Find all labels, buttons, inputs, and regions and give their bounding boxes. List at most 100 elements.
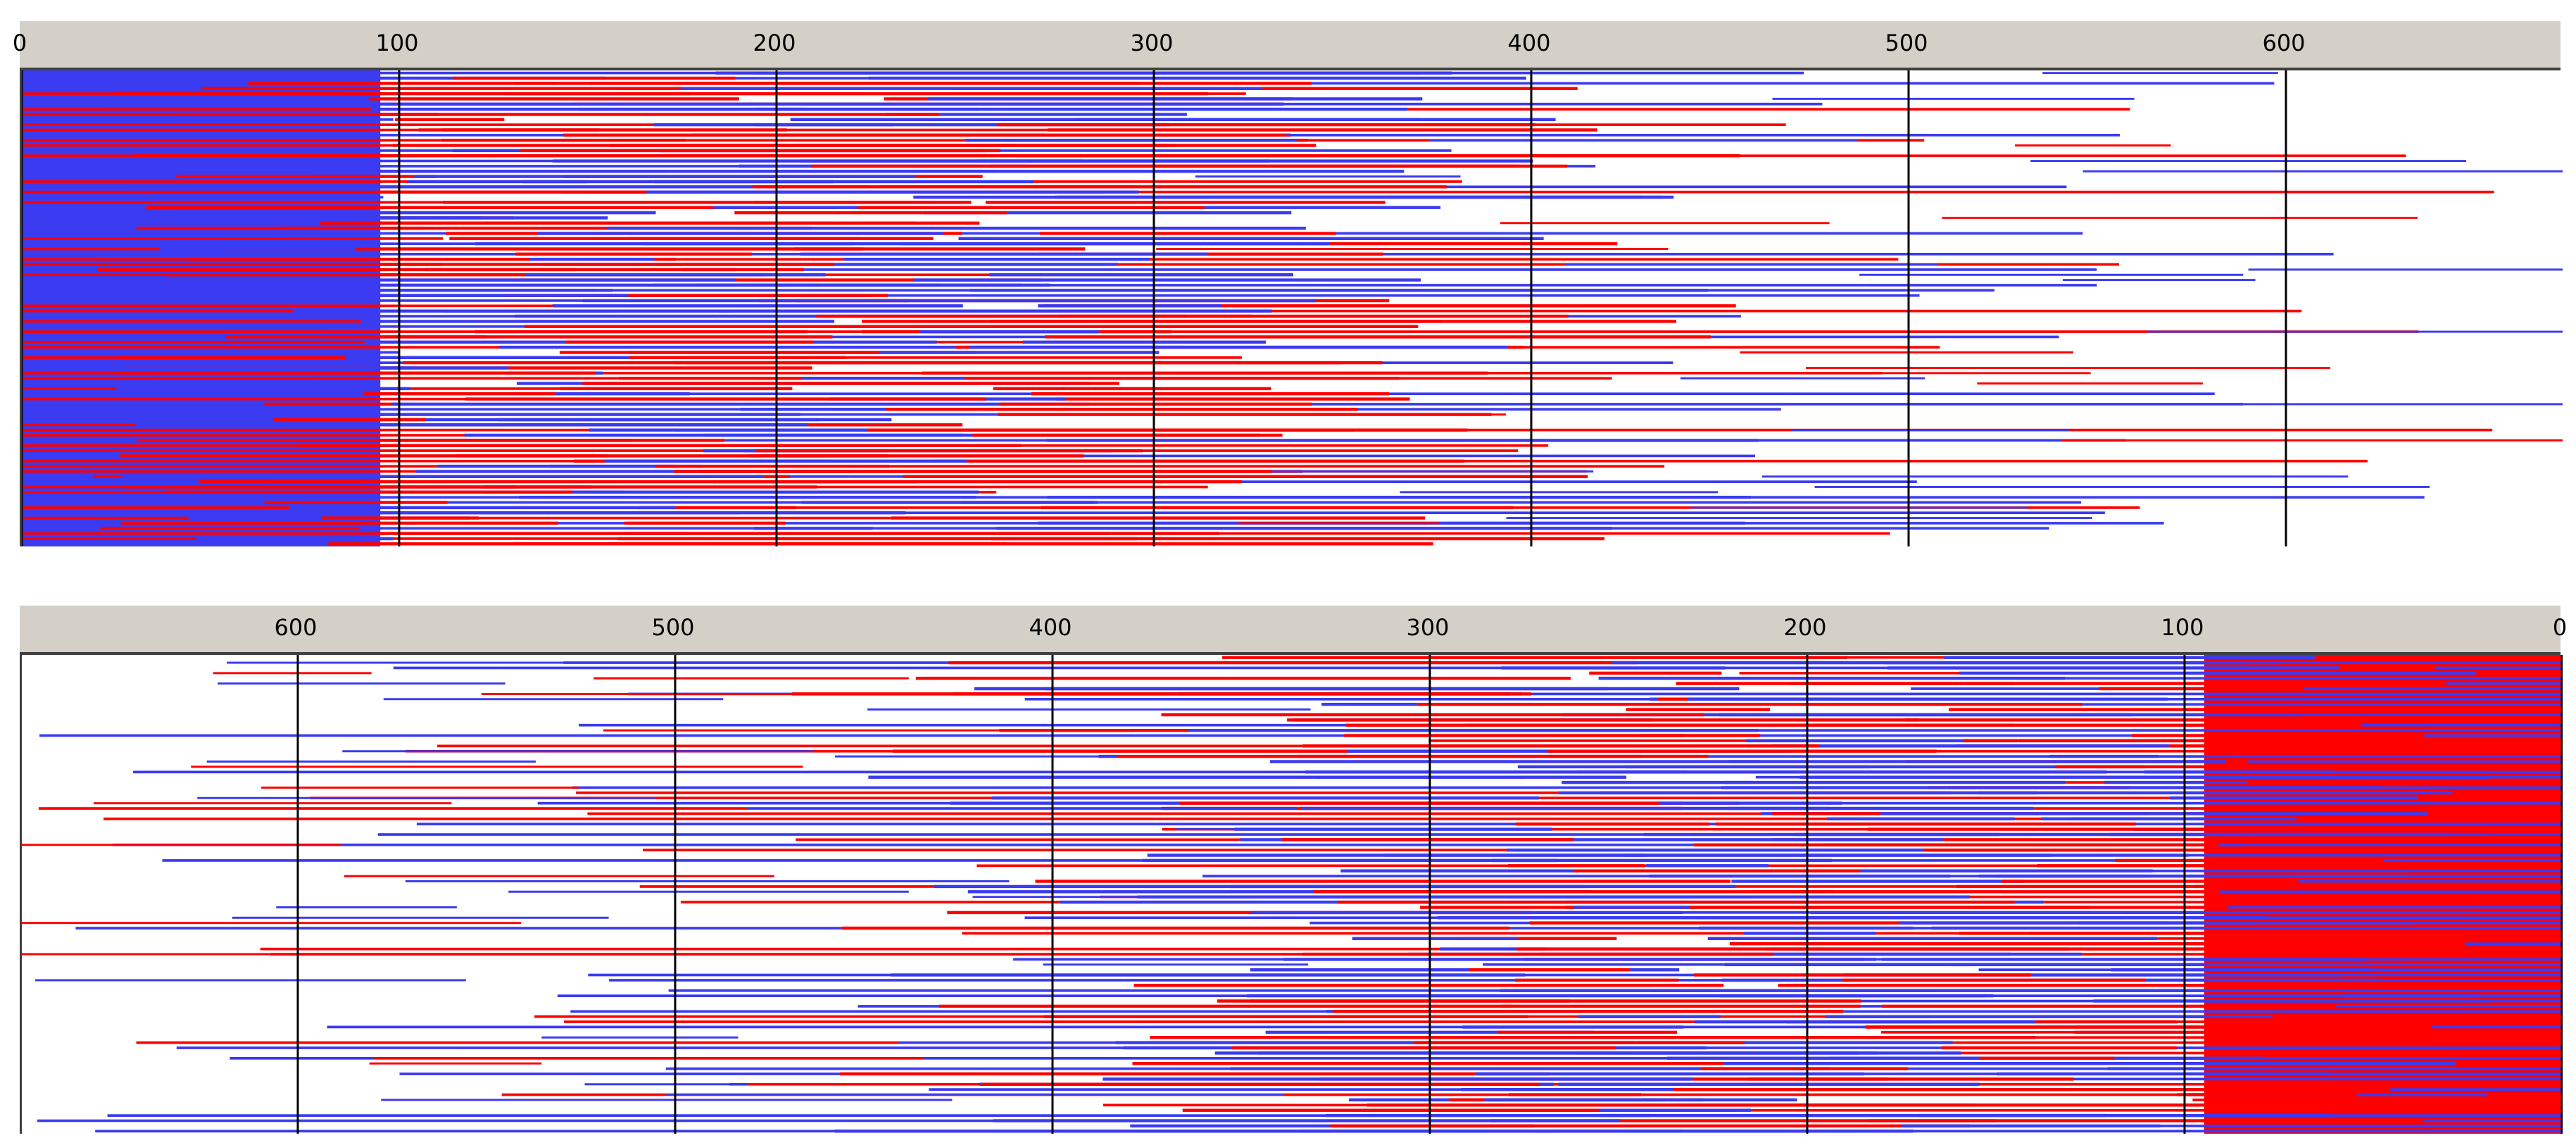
read-bar: [1923, 942, 2332, 946]
top-ruler-tick-label: 0: [12, 30, 27, 56]
read-bar: [360, 294, 629, 297]
read-bar: [1330, 1124, 1970, 1128]
bottom-read-track[interactable]: [20, 655, 2563, 1134]
read-bar: [1281, 838, 1574, 841]
read-bar: [1899, 853, 2563, 857]
read-bar: [276, 906, 457, 908]
read-bar: [1300, 806, 1830, 811]
read-bar: [264, 501, 448, 504]
read-bar: [1700, 1067, 1909, 1070]
read-bar: [416, 822, 2563, 826]
read-bar: [98, 263, 443, 266]
read-bar: [2074, 1030, 2250, 1034]
read-bar: [1302, 952, 1773, 956]
read-bar: [381, 1099, 953, 1101]
read-bar: [22, 304, 751, 308]
read-bar: [1826, 817, 2015, 821]
read-bar: [1059, 314, 1569, 318]
read-bar: [2115, 858, 2384, 863]
read-bar: [100, 527, 360, 530]
read-bar: [1573, 869, 1861, 872]
read-bar: [206, 761, 536, 763]
read-bar: [2049, 754, 2159, 758]
read-bar: [165, 273, 765, 277]
read-bar: [1161, 713, 1704, 717]
read-bar: [692, 133, 1045, 137]
read-bar: [969, 289, 1708, 292]
read-bar: [118, 356, 365, 360]
read-bar: [178, 113, 439, 116]
read-bar: [1918, 1113, 2106, 1118]
read-bar: [1440, 947, 1547, 951]
top-ruler-tick-label: 200: [753, 30, 796, 56]
read-bar: [587, 812, 2563, 815]
top-reads-canvas[interactable]: [22, 70, 2563, 546]
read-bar: [834, 1130, 1559, 1133]
read-bar: [1270, 760, 1760, 763]
read-bar: [270, 480, 918, 484]
read-bar: [1558, 791, 2037, 795]
read-bar: [368, 97, 739, 101]
read-bar: [455, 454, 1084, 458]
read-bar: [1501, 666, 1726, 670]
read-bar: [22, 190, 2494, 194]
read-bar: [1564, 906, 2228, 909]
read-bar: [323, 113, 939, 116]
read-bar: [405, 880, 1010, 882]
read-bar: [441, 139, 686, 142]
read-bar: [879, 351, 1160, 354]
read-bar: [582, 382, 1119, 385]
read-bar: [1438, 916, 1783, 920]
read-bar: [1666, 1056, 1985, 1060]
read-bar: [627, 237, 934, 241]
read-bar: [683, 361, 1383, 365]
read-bar: [104, 366, 413, 370]
read-bar: [1698, 926, 1914, 930]
read-bar: [1747, 1077, 2074, 1081]
read-bar: [342, 750, 813, 753]
read-bar: [1902, 1124, 2161, 1128]
read-bar: [176, 211, 656, 215]
bottom-ruler-tick-label: 200: [1783, 614, 1827, 641]
read-bar: [555, 392, 690, 396]
read-bar: [1469, 968, 1631, 972]
read-bar: [1508, 895, 1970, 899]
read-bar: [617, 537, 1137, 541]
read-bar: [976, 864, 2563, 868]
read-bar: [22, 330, 2419, 333]
read-bar: [1865, 1025, 2415, 1029]
read-bar: [270, 278, 736, 282]
read-bar: [508, 890, 909, 893]
read-bar: [1772, 838, 2298, 841]
read-bar: [1547, 749, 1937, 753]
read-bar: [1044, 304, 1736, 308]
read-bar: [712, 542, 1433, 546]
read-bar: [484, 485, 592, 489]
read-bar: [146, 206, 838, 209]
read-bar: [529, 496, 976, 499]
read-bar: [373, 490, 979, 494]
read-bar: [948, 661, 1637, 665]
read-bar: [2248, 268, 2563, 271]
top-ruler-tick-label: 600: [2262, 30, 2306, 56]
read-bar: [190, 258, 676, 261]
read-bar: [1804, 1051, 2563, 1055]
read-bar: [642, 242, 1329, 246]
read-bar: [1690, 506, 2028, 509]
read-bar: [481, 693, 1090, 695]
read-bar: [923, 211, 1292, 215]
read-bar: [2002, 880, 2299, 883]
read-bar: [1384, 853, 2052, 857]
read-bar: [800, 252, 1208, 256]
read-bar: [993, 1119, 1621, 1122]
read-bar: [1795, 832, 2454, 837]
read-bar: [360, 320, 835, 323]
read-bar: [22, 511, 2105, 515]
top-read-track[interactable]: [20, 70, 2563, 546]
read-bar: [224, 247, 863, 251]
bottom-reads-canvas[interactable]: [22, 655, 2563, 1134]
read-bar: [475, 330, 808, 334]
read-bar: [1344, 734, 1684, 737]
read-bar: [1745, 739, 2017, 743]
read-bar: [2030, 160, 2467, 163]
